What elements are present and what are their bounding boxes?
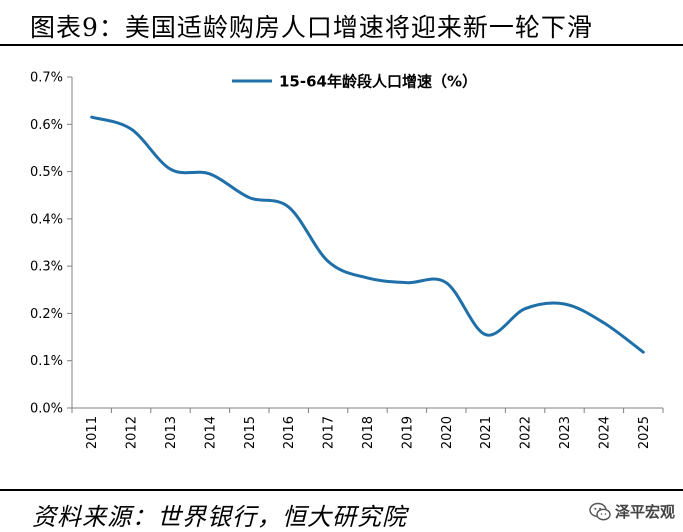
x-tick-label: 2021 (479, 416, 494, 449)
y-tick-label: 0.5% (30, 165, 63, 180)
x-tick-label: 2013 (164, 416, 179, 449)
source-note: 资料来源：世界银行，恒大研究院 (32, 503, 407, 531)
watermark: 泽平宏观 (589, 501, 675, 522)
x-tick-label: 2019 (400, 416, 415, 449)
x-tick-label: 2015 (243, 416, 258, 449)
title-bar: 图表9：美国适龄购房人口增速将迎来新一轮下滑 (0, 0, 683, 46)
chart-area: 0.0% 0.1% 0.2% 0.3% 0.4% 0.5% 0.6% 0.7% 2011 2012… (0, 48, 683, 488)
series-line (90, 115, 645, 354)
chart-title: 图表9：美国适龄购房人口增速将迎来新一轮下滑 (30, 13, 593, 42)
y-tick-label: 0.4% (30, 212, 63, 227)
x-tick-label: 2022 (519, 416, 534, 449)
x-tick-label: 2014 (203, 416, 218, 449)
x-tick-label: 2023 (558, 416, 573, 449)
y-tick-label: 0.7% (30, 71, 63, 86)
x-tick-label: 2024 (597, 416, 612, 449)
x-tick-label: 2016 (282, 416, 297, 449)
x-tick-label: 2012 (125, 416, 140, 449)
y-tick-label: 0.3% (30, 260, 63, 275)
line-chart: 0.0% 0.1% 0.2% 0.3% 0.4% 0.5% 0.6% 0.7% 2011 2012… (30, 71, 664, 449)
y-tick-label: 0.6% (30, 118, 63, 133)
x-tick-label: 2011 (85, 416, 100, 449)
y-tick-label: 0.2% (30, 307, 63, 322)
x-tick-label: 2020 (440, 416, 455, 449)
footer-bar: 资料来源：世界银行，恒大研究院 泽平宏观 (0, 489, 683, 531)
y-tick-label: 0.1% (30, 354, 63, 369)
x-tick-label: 2018 (361, 416, 376, 449)
x-tick-label: 2017 (322, 416, 337, 449)
wechat-icon (589, 502, 611, 520)
legend-label: 15-64年龄段人口增速（%） (279, 73, 477, 91)
y-tick-label: 0.0% (30, 402, 63, 417)
watermark-label: 泽平宏观 (614, 503, 675, 521)
x-tick-label: 2025 (637, 416, 652, 449)
